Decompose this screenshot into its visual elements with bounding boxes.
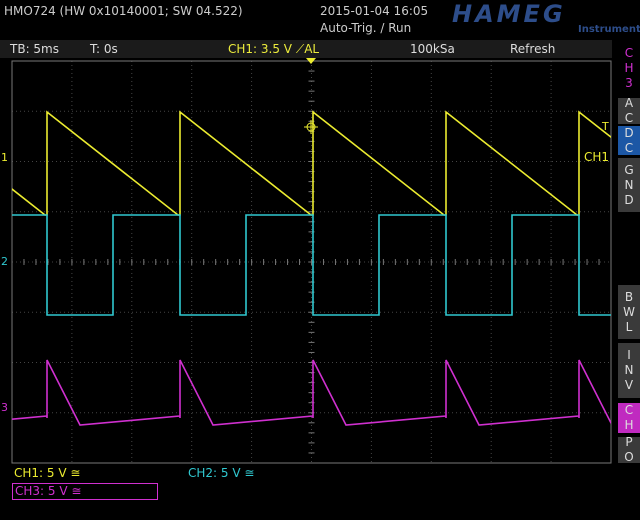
model: HMO724 (HW 0x10140001; SW 04.522) — [4, 4, 243, 18]
menu-button[interactable]: AC — [618, 96, 640, 126]
ch1-marker: 1 — [1, 151, 8, 164]
menu-button[interactable]: GND — [618, 158, 640, 212]
menu-button[interactable]: INV — [618, 343, 640, 398]
crosshair — [304, 120, 318, 134]
ch1-trace — [12, 110, 611, 216]
timebase[interactable]: TB: 5ms — [10, 42, 59, 56]
trigger-position — [306, 58, 316, 64]
trigger-level-marker: T — [602, 120, 609, 133]
logo-sub: Instruments — [578, 24, 640, 35]
ch3-scale[interactable]: CH3: 5 V ≅ — [12, 483, 158, 500]
trigger-time[interactable]: T: 0s — [90, 42, 118, 56]
menu-button[interactable]: PO — [618, 437, 640, 463]
menu-button[interactable]: DC — [618, 126, 640, 156]
menu-button[interactable]: CH — [618, 403, 640, 433]
run-status: Auto-Trig. / Run — [320, 21, 412, 35]
ch2-trace — [12, 214, 611, 316]
ch3-marker: 3 — [1, 401, 8, 414]
menu-button[interactable]: BWL — [618, 285, 640, 339]
acq-mode[interactable]: Refresh — [510, 42, 556, 56]
ch2-scale[interactable]: CH2: 5 V ≅ — [188, 466, 255, 480]
trigger-setting[interactable]: CH1: 3.5 V ⟋AL — [228, 42, 320, 56]
logo: HAMEG — [452, 0, 566, 28]
trigger-channel: CH1 — [584, 150, 610, 164]
menu-channel: CH3 — [618, 46, 640, 91]
ch2-marker: 2 — [1, 255, 8, 268]
ch1-scale[interactable]: CH1: 5 V ≅ — [14, 466, 81, 480]
date: 2015-01-04 16:05 — [320, 4, 429, 18]
sample-rate[interactable]: 100kSa — [410, 42, 455, 56]
status-bar — [0, 40, 612, 58]
ch3-trace — [12, 359, 611, 426]
